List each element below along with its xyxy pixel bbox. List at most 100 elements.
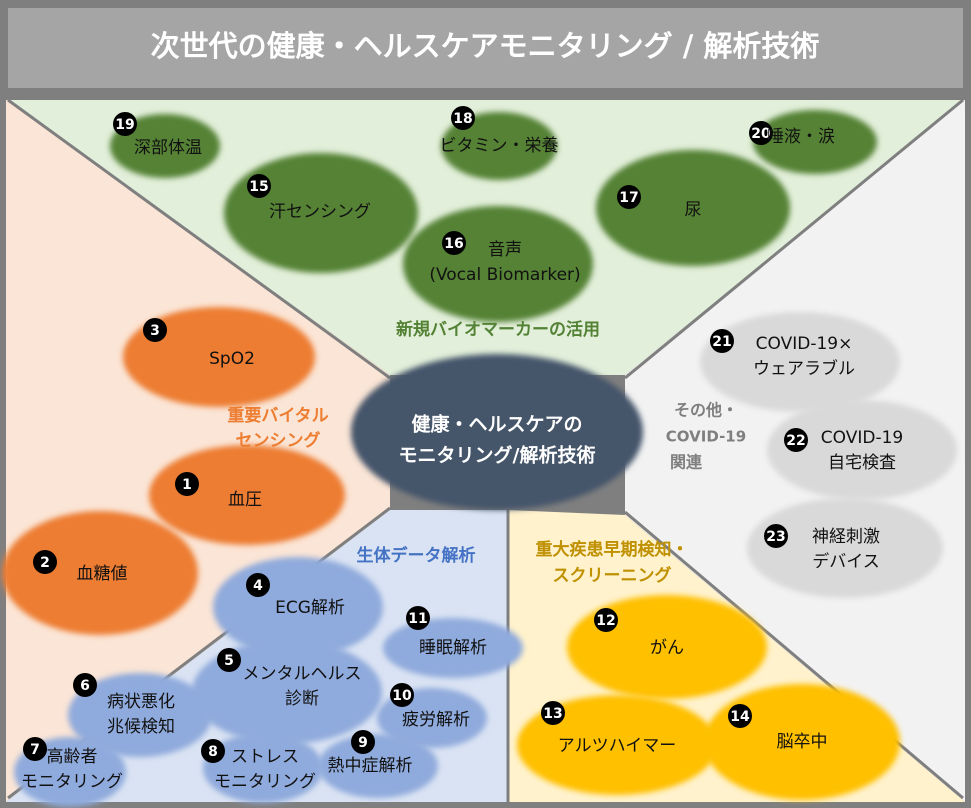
number-badge-text: 14 (730, 709, 750, 725)
item-label: SpO2 (209, 349, 255, 369)
bubble-i14 (704, 684, 900, 800)
item-label: 血圧 (228, 490, 262, 510)
item-label: 血糖値 (77, 564, 128, 584)
item-label: (Vocal Biomarker) (429, 265, 580, 285)
number-badge-text: 7 (30, 742, 40, 758)
item-label: 睡眠解析 (419, 638, 487, 658)
title-bar-inner (8, 8, 963, 88)
bubble-i22 (767, 400, 957, 500)
item-i18: 18 ビタミン・栄養 (440, 106, 559, 156)
item-label: モニタリング (21, 772, 123, 792)
number-badge-text: 18 (453, 111, 472, 127)
item-i16: 16 音声 (Vocal Biomarker) (429, 231, 581, 285)
item-i3: 3 SpO2 (143, 318, 255, 369)
number-badge (451, 106, 475, 130)
category-disease-line2: スクリーニング (553, 565, 672, 586)
bubble-i18 (441, 112, 557, 180)
number-badge (33, 550, 57, 574)
item-label: COVID-19× (756, 334, 853, 354)
item-label: 兆候検知 (107, 717, 175, 737)
bubble-i13 (517, 695, 717, 795)
bubble-i21 (700, 312, 900, 412)
item-i1: 1 血圧 (175, 472, 262, 510)
item-i2: 2 血糖値 (33, 550, 128, 584)
item-label: 高齢者 (47, 747, 98, 767)
item-label: ストレス (231, 747, 299, 767)
page-title: 次世代の健康・ヘルスケアモニタリング / 解析技術 (151, 29, 820, 63)
number-badge-text: 23 (766, 529, 785, 545)
number-badge (749, 121, 773, 145)
number-badge (764, 524, 788, 548)
number-badge-text: 20 (751, 126, 771, 142)
item-label: 自宅検査 (828, 453, 896, 473)
number-badge (201, 739, 225, 763)
number-badge (246, 573, 270, 597)
item-label: 神経刺激 (812, 527, 880, 547)
number-badge (23, 737, 47, 761)
number-badge-text: 9 (358, 735, 368, 751)
item-i21: 21 COVID-19× ウェアラブル (710, 329, 855, 379)
item-i13: 13 アルツハイマー (541, 701, 676, 756)
item-label: 唾液・涙 (767, 126, 835, 147)
category-biomarker: 新規バイオマーカーの活用 (396, 319, 600, 340)
item-label: ECG解析 (275, 598, 345, 618)
category-other-line1: その他・ (674, 401, 738, 420)
number-badge-text: 22 (786, 433, 805, 449)
category-data: 生体データ解析 (357, 545, 476, 566)
item-label: ウェアラブル (753, 358, 855, 379)
bubble-i3 (123, 307, 315, 407)
number-badge (390, 683, 414, 707)
number-badge-text: 21 (712, 334, 731, 350)
item-i10: 10 疲労解析 (390, 683, 470, 730)
category-vital-line2: センシング (236, 430, 321, 451)
number-badge-text: 12 (596, 613, 615, 629)
number-badge (617, 185, 641, 209)
number-badge-text: 16 (444, 236, 463, 252)
number-badge (143, 318, 167, 342)
bubble-i2 (2, 511, 198, 635)
number-badge-text: 6 (80, 678, 90, 694)
item-label: がん (650, 638, 684, 658)
divider-line (624, 98, 964, 380)
item-label: 疲労解析 (402, 710, 470, 730)
item-i22: 22 COVID-19 自宅検査 (784, 428, 903, 473)
number-badge-text: 4 (253, 578, 263, 594)
number-badge-text: 17 (619, 190, 638, 206)
item-i11: 11 睡眠解析 (406, 606, 487, 658)
bubble-i11 (383, 618, 523, 678)
item-label: 深部体温 (134, 138, 202, 158)
bubble-i15 (224, 153, 418, 273)
number-badge (113, 112, 137, 136)
item-label: モニタリング (214, 772, 316, 792)
item-label: 診断 (285, 689, 319, 709)
number-badge (406, 606, 430, 630)
divider-line (624, 510, 964, 800)
category-disease-line1: 重大疾患早期検知・ (536, 539, 689, 560)
item-label: デバイス (812, 551, 880, 572)
number-badge-text: 19 (115, 117, 134, 133)
number-badge (784, 428, 808, 452)
number-badge-text: 11 (408, 611, 427, 627)
bubble-i8 (203, 733, 323, 803)
number-badge (351, 730, 375, 754)
item-label: 脳卒中 (777, 732, 828, 752)
bubble-i16 (403, 206, 593, 322)
category-vital-line1: 重要バイタル (227, 405, 328, 426)
item-i17: 17 尿 (617, 185, 702, 220)
center-title-line1: 健康・ヘルスケアの (411, 413, 582, 436)
item-label: 病状悪化 (107, 692, 175, 712)
number-badge-text: 15 (249, 179, 268, 195)
number-badge (541, 701, 565, 725)
bubble-i6 (68, 673, 212, 757)
item-label: アルツハイマー (558, 736, 677, 756)
number-badge-text: 8 (208, 744, 218, 760)
item-bubbles (2, 110, 957, 807)
divider-line (7, 98, 391, 380)
